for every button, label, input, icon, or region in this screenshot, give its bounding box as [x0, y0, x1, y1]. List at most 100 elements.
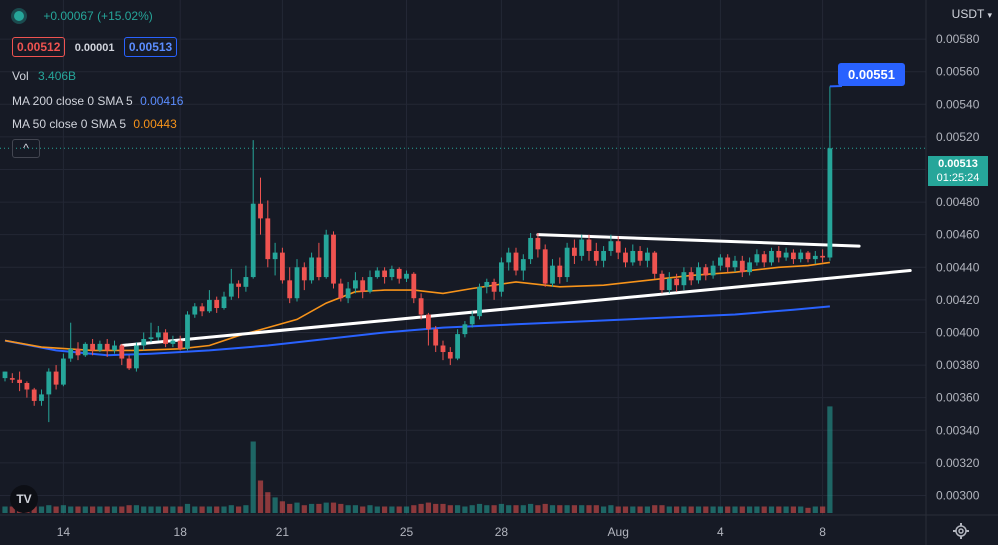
spread-value: 0.00001 — [74, 42, 115, 54]
candle-body — [134, 345, 139, 369]
volume-bar — [141, 506, 147, 513]
candle-body — [53, 371, 59, 385]
volume-bar — [97, 506, 103, 513]
candle-body — [455, 334, 460, 359]
candle-body — [309, 257, 314, 281]
volume-bar — [761, 506, 767, 513]
candle-body — [593, 250, 599, 261]
candle-body — [812, 255, 818, 260]
collapse-legend-button[interactable]: ^ — [12, 139, 40, 158]
current-price-label: 0.00513 01:25:24 — [928, 156, 988, 186]
candle-body — [17, 379, 22, 383]
candle-body — [360, 280, 366, 292]
volume-bar — [776, 506, 782, 513]
candle-body — [491, 281, 497, 292]
candle-body — [805, 252, 811, 260]
candle-body — [97, 343, 103, 351]
volume-bar — [309, 503, 315, 513]
volume-bar — [301, 505, 307, 513]
candle-body — [396, 268, 402, 279]
volume-bar — [257, 480, 264, 513]
y-axis-tick-label: 0.00360 — [936, 391, 980, 405]
candle-body — [192, 306, 198, 315]
volume-bar — [535, 505, 541, 513]
volume-bar — [411, 505, 417, 513]
candle-body — [601, 250, 606, 261]
candle-body — [31, 389, 37, 401]
candle-body — [338, 283, 344, 299]
volume-bar — [805, 507, 811, 513]
volume-bar — [608, 505, 614, 513]
candle-body — [214, 299, 220, 309]
candle-body — [61, 358, 66, 385]
ma200-legend[interactable]: MA 200 close 0 SMA 5 0.00416 — [12, 94, 183, 108]
candle-body — [294, 267, 300, 299]
y-axis-tick-label: 0.00480 — [936, 195, 980, 209]
ma50-legend[interactable]: MA 50 close 0 SMA 5 0.00443 — [12, 117, 177, 131]
volume-bar — [739, 506, 745, 513]
volume-bar — [433, 503, 439, 513]
candle-body — [126, 358, 132, 369]
candle-body — [637, 250, 643, 261]
candle-body — [827, 148, 833, 258]
volume-bar — [360, 506, 366, 513]
candle-body — [754, 254, 760, 263]
volume-bar — [440, 503, 446, 513]
candle-body — [272, 252, 278, 260]
volume-bar — [622, 506, 629, 513]
volume-bar — [352, 505, 358, 513]
candle-body — [287, 280, 293, 299]
volume-bar — [630, 506, 636, 513]
tradingview-logo[interactable]: TV — [10, 485, 38, 513]
bar-countdown: 01:25:24 — [936, 172, 980, 184]
candle-body — [177, 340, 183, 349]
candle-body — [579, 239, 585, 256]
candle-body — [783, 252, 789, 258]
volume-bar — [469, 505, 475, 513]
ma200-label: MA 200 close 0 SMA 5 — [12, 94, 133, 108]
volume-bar — [170, 506, 176, 513]
symbol-header: +0.00067 (+15.02%) — [12, 9, 153, 23]
sell-price-button[interactable]: 0.00512 — [12, 37, 66, 57]
candle-body — [528, 237, 533, 260]
x-axis-tick-label: 14 — [57, 525, 71, 539]
volume-bar — [374, 506, 380, 513]
volume-bar — [732, 506, 738, 513]
logo-text: TV — [16, 492, 32, 506]
candle-body — [586, 239, 592, 251]
volume-bar — [491, 505, 497, 513]
volume-bar — [287, 503, 293, 513]
buy-price-button[interactable]: 0.00513 — [123, 37, 178, 57]
candle-body — [411, 273, 417, 299]
volume-bar — [506, 505, 512, 513]
candle-body — [323, 234, 329, 278]
currency-selector[interactable]: USDT ▾ — [952, 7, 992, 21]
volume-bar — [783, 506, 789, 513]
chart-settings-button[interactable] — [952, 522, 970, 540]
volume-label: Vol — [12, 69, 29, 83]
volume-bar — [236, 506, 242, 513]
candle-body — [681, 272, 687, 286]
candle-body — [221, 296, 227, 309]
candle-body — [39, 394, 44, 401]
volume-bar — [90, 506, 96, 513]
volume-bar — [520, 505, 526, 513]
volume-bar — [221, 506, 227, 513]
volume-bar — [725, 506, 731, 513]
candle-body — [696, 267, 701, 281]
volume-bar — [265, 492, 271, 513]
candle-body — [382, 270, 387, 278]
volume-legend[interactable]: Vol 3.406B — [12, 69, 76, 83]
candle-body — [550, 265, 555, 284]
trend-line — [536, 233, 861, 248]
volume-bar — [447, 505, 453, 513]
candle-body — [542, 249, 548, 284]
high-price-callout: 0.00551 — [838, 63, 905, 86]
candle-body — [46, 371, 52, 395]
volume-bar — [177, 506, 183, 513]
volume-bar — [571, 505, 577, 513]
volume-bar — [462, 506, 468, 513]
volume-bar — [199, 506, 205, 513]
y-axis-tick-label: 0.00460 — [936, 228, 980, 242]
